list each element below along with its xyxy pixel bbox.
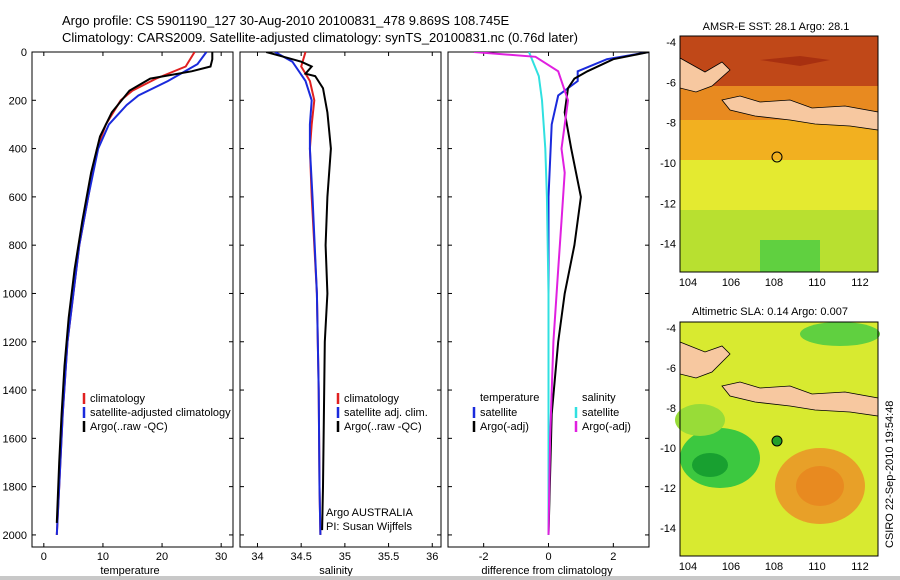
legend-satellite-adjusted: satellite-adjusted climatology	[90, 407, 231, 419]
map-lon-label: 104	[679, 277, 697, 289]
depth-tick-label: 1400	[3, 385, 27, 397]
x-tick-label: 35	[339, 551, 351, 563]
x-tick-label: 34.5	[290, 551, 311, 563]
salinity-panel	[239, 51, 442, 548]
map-lon-label: 106	[722, 277, 740, 289]
depth-tick-label: 400	[9, 144, 27, 156]
x-tick-label: 0	[545, 551, 551, 563]
map-lon-label: 108	[765, 277, 783, 289]
x-tick-label: 35.5	[378, 551, 399, 563]
legend-argo: Argo(..raw -QC)	[90, 421, 168, 433]
series-line-argo-raw-qc-	[265, 52, 332, 531]
temperature-panel	[31, 51, 234, 548]
series-line-satellite-adj-clim-	[274, 52, 322, 535]
title-line-2: Climatology: CARS2009. Satellite-adjuste…	[62, 30, 578, 45]
temperature-xlabel: temperature	[100, 565, 159, 577]
map-lon-label: 110	[808, 561, 826, 573]
salinity-annotation-2: PI: Susan Wijffels	[326, 521, 412, 533]
series-line-climatology	[55, 52, 196, 535]
depth-tick-label: 1800	[3, 482, 27, 494]
map-lon-label: 104	[679, 561, 697, 573]
legend-temp-argo: Argo(-adj)	[480, 421, 529, 433]
x-tick-label: 0	[41, 551, 47, 563]
map-lat-label: -4	[666, 37, 676, 49]
salinity-xlabel: salinity	[319, 565, 353, 577]
depth-tick-label: 600	[9, 192, 27, 204]
legend-temperature-head: temperature	[480, 392, 539, 404]
sla-map	[675, 321, 880, 557]
map-lat-label: -8	[666, 403, 676, 415]
bottom-scrollbar	[0, 576, 900, 580]
x-tick-label: 36	[426, 551, 438, 563]
x-tick-label: -2	[479, 551, 489, 563]
map-lat-label: -8	[666, 118, 676, 130]
x-tick-label: 10	[97, 551, 109, 563]
legend-satellite: satellite adj. clim.	[344, 407, 428, 419]
difference-legend: temperature satellite Argo(-adj) salinit…	[472, 392, 631, 433]
x-tick-label: 20	[156, 551, 168, 563]
temperature-legend: climatology satellite-adjusted climatolo…	[82, 393, 231, 433]
depth-tick-label: 0	[21, 47, 27, 59]
sst-map-title: AMSR-E SST: 28.1 Argo: 28.1	[703, 21, 850, 33]
depth-tick-label: 1200	[3, 337, 27, 349]
map-lat-label: -12	[660, 198, 676, 210]
depth-tick-label: 1600	[3, 433, 27, 445]
series-line-satellite-adjusted-climatology	[55, 52, 208, 535]
map-lon-label: 106	[722, 561, 740, 573]
map-lat-label: -10	[660, 443, 676, 455]
title-line-1: Argo profile: CS 5901190_127 30-Aug-2010…	[62, 13, 510, 28]
map-lon-label: 108	[765, 561, 783, 573]
legend-climatology: climatology	[90, 393, 146, 405]
map-lat-label: -14	[660, 523, 676, 535]
series-line-argo-raw-qc-	[55, 52, 214, 523]
depth-tick-label: 800	[9, 240, 27, 252]
legend-temp-satellite: satellite	[480, 407, 517, 419]
series-line-salinity-argo-adj-	[473, 52, 570, 535]
salinity-legend: climatology satellite adj. clim. Argo(..…	[326, 393, 428, 533]
legend-argo: Argo(..raw -QC)	[344, 421, 422, 433]
map-lon-label: 112	[851, 277, 869, 289]
sla-map-title: Altimetric SLA: 0.14 Argo: 0.007	[692, 306, 848, 318]
depth-tick-label: 1000	[3, 288, 27, 300]
map-lat-label: -10	[660, 158, 676, 170]
map-lat-label: -4	[666, 323, 676, 335]
map-lon-label: 110	[808, 277, 826, 289]
legend-sal-satellite: satellite	[582, 407, 619, 419]
legend-salinity-head: salinity	[582, 392, 616, 404]
series-line-temperature-satellite	[547, 52, 649, 535]
depth-tick-label: 200	[9, 95, 27, 107]
series-line-salinity-satellite	[528, 52, 550, 535]
map-lat-label: -6	[666, 77, 676, 89]
map-lat-label: -12	[660, 483, 676, 495]
map-lat-label: -14	[660, 239, 676, 251]
map-lon-label: 112	[851, 561, 869, 573]
difference-xlabel: difference from climatology	[481, 565, 613, 577]
salinity-annotation-1: Argo AUSTRALIA	[326, 507, 413, 519]
series-line-temperature-argo-adj-	[547, 52, 649, 535]
x-tick-label: 2	[610, 551, 616, 563]
credit-text: CSIRO 22-Sep-2010 19:54:48	[884, 401, 896, 548]
x-tick-label: 34	[251, 551, 263, 563]
depth-tick-label: 2000	[3, 530, 27, 542]
legend-climatology: climatology	[344, 393, 400, 405]
x-tick-label: 30	[215, 551, 227, 563]
legend-sal-argo: Argo(-adj)	[582, 421, 631, 433]
sst-map	[679, 35, 879, 273]
map-lat-label: -6	[666, 363, 676, 375]
